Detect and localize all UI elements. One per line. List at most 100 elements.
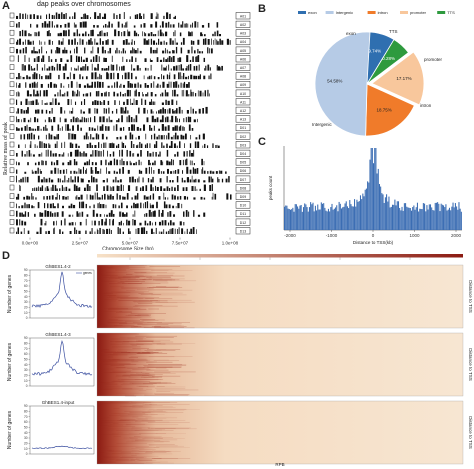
legend-label-exon: exon xyxy=(308,10,317,15)
profile-curve xyxy=(31,340,93,376)
histogram-bar xyxy=(317,204,319,230)
chromosome-label-d01: D01 xyxy=(240,126,246,130)
chromosome-label-d11: D11 xyxy=(240,212,246,216)
profile-y-tick-label: 70 xyxy=(24,347,28,351)
histogram-bar xyxy=(384,197,386,230)
chromosome-row-marker xyxy=(9,21,15,27)
legend-swatch-exon xyxy=(298,11,306,14)
histogram-bar xyxy=(413,205,415,230)
heatmap-block xyxy=(97,265,463,328)
chromosome-row-marker xyxy=(9,124,15,131)
chromosome-label-box xyxy=(235,227,251,235)
histogram-bar xyxy=(451,206,453,230)
histogram-bar xyxy=(323,203,325,230)
pie-value-label: 9.74% xyxy=(368,49,381,54)
chromosome-label-box xyxy=(235,192,251,200)
legend-swatch-intergenic xyxy=(325,11,334,14)
histogram-bar xyxy=(459,208,461,230)
histogram-bar xyxy=(340,208,343,230)
histogram-bar xyxy=(450,210,452,230)
histogram-bar xyxy=(445,204,447,230)
pie-slice-tts xyxy=(366,39,410,85)
histogram-bar xyxy=(433,210,435,230)
chromosome-peaks-d13 xyxy=(16,227,197,234)
chromosome-row-marker xyxy=(9,115,15,122)
chromosome-label-a05: A05 xyxy=(240,49,246,53)
chromosome-label-box xyxy=(235,20,251,28)
profile-y-tick-label: 60 xyxy=(24,284,28,288)
chromosome-peaks-d01 xyxy=(16,124,194,131)
chromosome-peaks-a08 xyxy=(16,72,212,80)
profile-y-tick-label: 10 xyxy=(24,379,28,383)
chromosome-label-box xyxy=(235,218,251,226)
heatmap-side-label: Distance to TSS xyxy=(468,348,473,380)
histogram-bar xyxy=(431,207,433,230)
chromosome-row-marker xyxy=(9,176,15,182)
histogram-bar xyxy=(408,207,410,230)
histogram-bar xyxy=(458,202,460,230)
histogram-bar xyxy=(428,204,430,230)
histogram-bar xyxy=(444,207,446,230)
profile-y-tick-label: 0 xyxy=(26,384,28,388)
chromosome-label-box xyxy=(235,210,251,218)
histogram-bar xyxy=(419,208,421,230)
panel-letter-a: A xyxy=(2,0,10,12)
chromosome-label-box xyxy=(235,63,251,71)
histogram-bar xyxy=(300,204,302,230)
histogram-bar xyxy=(346,206,348,230)
profile-y-tick-label: 10 xyxy=(24,311,28,315)
profile-title: GhBES1.4-2 xyxy=(45,264,71,269)
chromosome-row-marker xyxy=(9,81,15,88)
chromosome-peaks-d06 xyxy=(16,166,227,174)
histogram-bar xyxy=(335,207,337,230)
histogram-bar xyxy=(448,207,451,230)
chromosome-label-d07: D07 xyxy=(240,178,246,182)
chromosome-peaks-d07 xyxy=(16,175,230,183)
profile-y-tick-label: 90 xyxy=(24,404,28,408)
pie-value-label: 0.28% xyxy=(382,56,395,61)
panel-a-chromosome-chart: A01 A02 A03 A04 A05 A06 A07 A08 A09 A10 A11 A12 A13 D… xyxy=(9,12,251,250)
histogram-bar xyxy=(331,203,333,230)
slice-label-tts: TTS xyxy=(389,29,398,34)
chromosome-row-marker xyxy=(9,227,15,234)
histogram-bar xyxy=(403,203,405,230)
histogram-bar xyxy=(439,211,441,230)
chromosome-peaks-a09 xyxy=(16,80,190,88)
histogram-bar xyxy=(302,207,305,230)
x-axis-label: Distance to TSS(kb) xyxy=(353,240,394,245)
histogram-bar xyxy=(339,203,341,230)
histogram-bar xyxy=(294,204,296,230)
histogram-bar xyxy=(370,148,372,230)
histogram-bar xyxy=(319,209,321,230)
histogram-bar xyxy=(298,208,300,230)
profile-y-axis-label: Number of genes xyxy=(7,410,13,449)
histogram-bar xyxy=(432,209,434,230)
profile-y-tick-label: 40 xyxy=(24,431,28,435)
profile-y-tick-label: 50 xyxy=(24,358,28,362)
histogram-bar xyxy=(337,211,339,230)
x-tick-label: -1000 xyxy=(326,233,338,238)
histogram-bar xyxy=(405,203,407,230)
chromosome-label-d13: D13 xyxy=(240,229,246,233)
histogram-bar xyxy=(367,181,369,230)
histogram-bar xyxy=(327,208,329,230)
profile-title: GhBES1.4-input xyxy=(42,400,75,405)
histogram-bar xyxy=(364,189,366,230)
chromosome-label-a11: A11 xyxy=(240,100,246,104)
histogram-bar xyxy=(424,203,426,230)
histogram-bar xyxy=(338,201,340,230)
histogram-bar xyxy=(418,211,420,230)
chromosome-label-box xyxy=(235,89,251,97)
x-tick-label: 2000 xyxy=(451,233,462,238)
histogram-bar xyxy=(297,206,299,230)
pie-value-label: 17.17% xyxy=(396,76,411,81)
chromosome-row-marker xyxy=(9,133,15,139)
histogram-bar xyxy=(402,210,404,230)
histogram-bar xyxy=(426,205,428,230)
chromosome-row-marker xyxy=(9,38,15,45)
chromosome-peaks-a11 xyxy=(16,98,178,105)
histogram-bar xyxy=(356,199,358,230)
histogram-bar xyxy=(355,206,357,230)
histogram-bar xyxy=(447,209,449,230)
histogram-bar xyxy=(361,199,363,230)
